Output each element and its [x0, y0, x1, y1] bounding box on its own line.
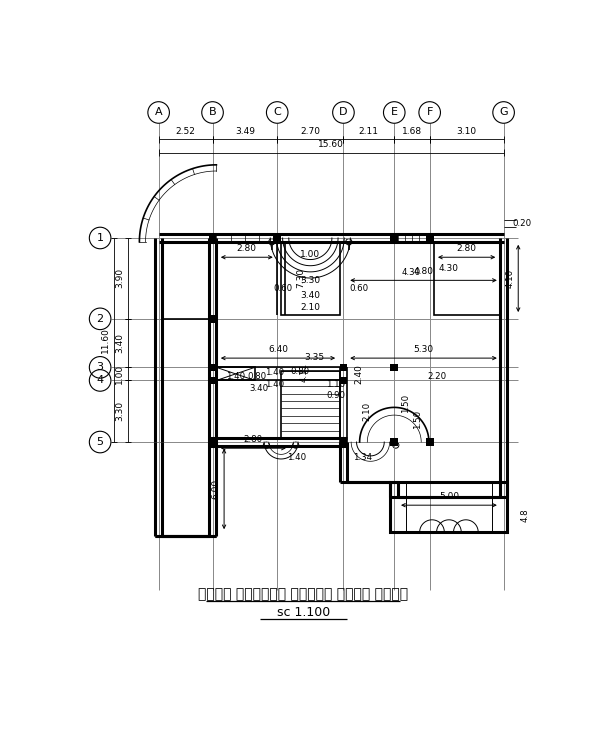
- Text: 2.80: 2.80: [237, 244, 257, 253]
- Text: 1.40: 1.40: [265, 380, 284, 389]
- Text: 4.11: 4.11: [300, 363, 308, 382]
- Text: 6.40: 6.40: [268, 346, 288, 354]
- Text: 1.68: 1.68: [402, 127, 422, 135]
- Text: E: E: [391, 108, 398, 117]
- Bar: [390, 234, 398, 242]
- Text: 0.90: 0.90: [326, 392, 345, 400]
- Bar: [340, 438, 348, 446]
- Text: 7.30: 7.30: [296, 269, 305, 288]
- Text: 2: 2: [96, 314, 104, 324]
- Bar: [340, 364, 348, 371]
- Bar: [209, 315, 217, 323]
- Text: 1.50: 1.50: [401, 394, 410, 413]
- Text: پلان اندازه گذاری طبقه همکف: پلان اندازه گذاری طبقه همکف: [198, 587, 408, 601]
- Bar: [340, 376, 348, 384]
- Text: 0.60: 0.60: [349, 283, 368, 293]
- Text: 5: 5: [96, 437, 104, 447]
- Text: 4.80: 4.80: [414, 267, 433, 277]
- Bar: [390, 438, 398, 446]
- Bar: [390, 364, 398, 371]
- Text: 0.80: 0.80: [291, 367, 310, 376]
- Text: 15.60: 15.60: [318, 140, 344, 149]
- Text: 2.10: 2.10: [362, 402, 371, 421]
- Text: A: A: [155, 108, 162, 117]
- Text: 2.52: 2.52: [176, 127, 195, 135]
- Text: B: B: [209, 108, 216, 117]
- Text: 3.30: 3.30: [300, 276, 320, 285]
- Text: 3.49: 3.49: [235, 127, 255, 135]
- Text: 3.35: 3.35: [304, 353, 324, 362]
- Text: 3.40: 3.40: [115, 333, 124, 353]
- Bar: [274, 234, 281, 242]
- Text: 5.30: 5.30: [413, 346, 433, 354]
- Text: 4: 4: [96, 376, 104, 386]
- Text: 3: 3: [96, 362, 104, 373]
- Text: F: F: [426, 108, 433, 117]
- Bar: [426, 234, 433, 242]
- Text: 1.40: 1.40: [265, 368, 284, 377]
- Text: 3.40: 3.40: [249, 384, 268, 392]
- Text: 0.80: 0.80: [247, 372, 267, 381]
- Text: 1.40: 1.40: [226, 372, 245, 381]
- Text: sc 1.100: sc 1.100: [277, 607, 330, 619]
- Text: 4.30: 4.30: [439, 264, 459, 273]
- Bar: [281, 371, 340, 438]
- Text: 3.30: 3.30: [115, 401, 124, 422]
- Text: D: D: [339, 108, 348, 117]
- Text: 1.40: 1.40: [287, 453, 306, 462]
- Text: 1.00: 1.00: [300, 250, 320, 258]
- Text: 3.10: 3.10: [456, 127, 477, 135]
- Text: 4.30: 4.30: [402, 268, 421, 277]
- Text: 2.80: 2.80: [244, 436, 263, 444]
- Text: 2.10: 2.10: [300, 303, 320, 312]
- Text: 2.20: 2.20: [428, 372, 447, 381]
- Text: 2.40: 2.40: [355, 364, 363, 384]
- Bar: [281, 242, 340, 315]
- Bar: [209, 376, 217, 384]
- Bar: [433, 242, 500, 315]
- Bar: [390, 482, 507, 532]
- Text: 5.00: 5.00: [439, 493, 459, 501]
- Text: 11.60: 11.60: [101, 327, 110, 353]
- Text: 3.90: 3.90: [115, 269, 124, 288]
- Bar: [426, 438, 433, 446]
- Text: 0.20: 0.20: [513, 219, 532, 228]
- Text: 1.50: 1.50: [413, 409, 422, 428]
- Text: 2.11: 2.11: [359, 127, 379, 135]
- Text: 4.10: 4.10: [506, 269, 514, 288]
- Text: C: C: [274, 108, 281, 117]
- Text: 2.70: 2.70: [300, 127, 320, 135]
- Text: 3.40: 3.40: [300, 291, 320, 300]
- Text: 6.00: 6.00: [211, 479, 220, 499]
- Text: 4.8: 4.8: [520, 508, 529, 522]
- Text: 1.10: 1.10: [326, 380, 345, 389]
- Bar: [209, 364, 217, 371]
- Bar: [217, 367, 255, 381]
- Text: G: G: [499, 108, 508, 117]
- Text: 2.80: 2.80: [456, 244, 477, 253]
- Text: 1: 1: [96, 233, 104, 243]
- Text: 0.60: 0.60: [274, 283, 293, 293]
- Bar: [209, 438, 217, 446]
- Text: 1.00: 1.00: [115, 364, 124, 384]
- Text: 1.34: 1.34: [353, 453, 372, 462]
- Bar: [209, 234, 217, 242]
